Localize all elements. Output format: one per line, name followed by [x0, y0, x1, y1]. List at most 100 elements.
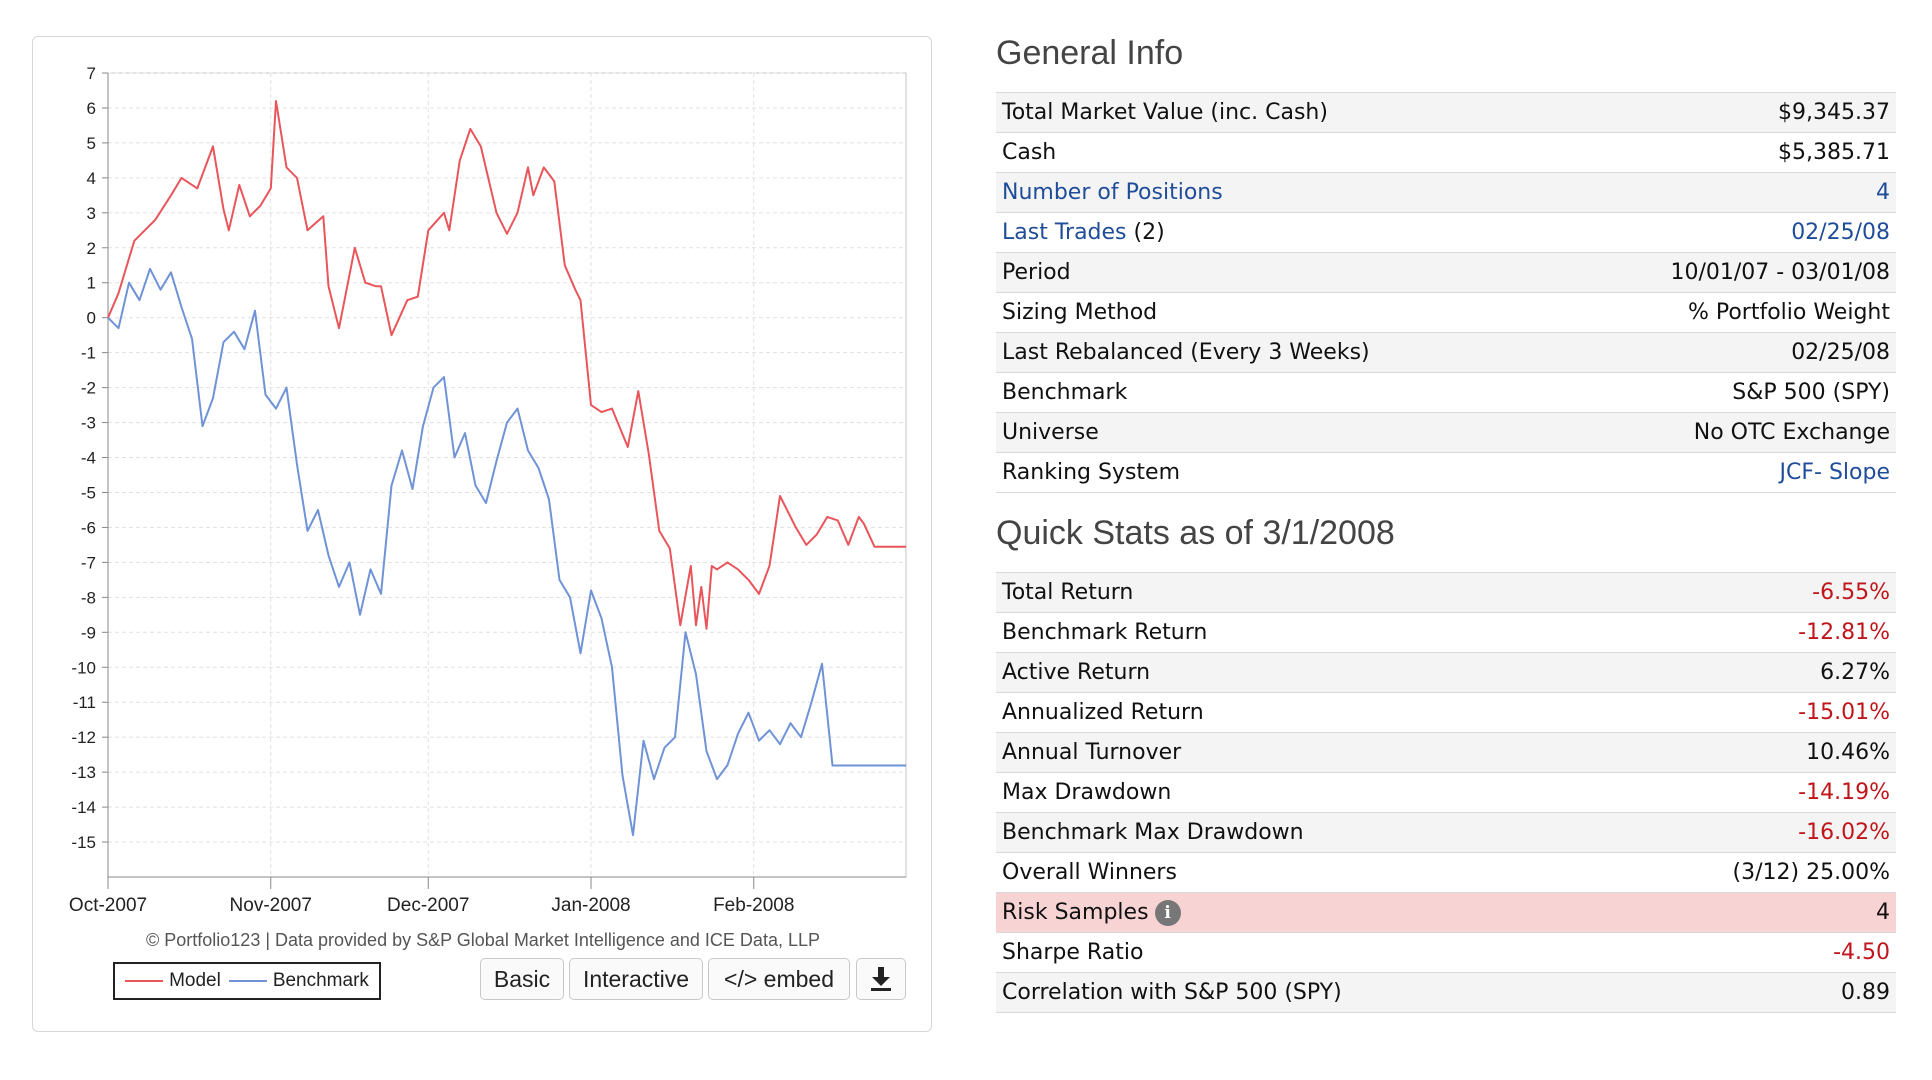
row-sizing-method: Sizing Method % Portfolio Weight	[996, 292, 1896, 333]
legend-item-model: Model	[125, 970, 221, 992]
label-risk-samples: Risk Samples	[1002, 899, 1149, 925]
value-benchmark-return: -12.81%	[1603, 612, 1896, 653]
label-benchmark-max-drawdown: Benchmark Max Drawdown	[996, 812, 1604, 853]
label-benchmark-return: Benchmark Return	[996, 612, 1604, 653]
risk-samples-cell: Risk Samples i	[996, 892, 1604, 933]
y-tick-label: -15	[71, 833, 96, 852]
y-tick-label: 6	[87, 99, 96, 118]
y-tick-label: -5	[81, 483, 96, 502]
value-max-drawdown: -14.19%	[1603, 772, 1896, 813]
number-of-positions-value-link[interactable]: 4	[1555, 172, 1896, 213]
general-info-table: Total Market Value (inc. Cash) $9,345.37…	[996, 92, 1896, 493]
legend-item-benchmark: Benchmark	[228, 970, 369, 992]
y-tick-label: -9	[81, 623, 96, 642]
row-sharpe-ratio: Sharpe Ratio -4.50	[996, 932, 1896, 973]
row-benchmark: Benchmark S&P 500 (SPY)	[996, 372, 1896, 413]
info-panel: General Info Total Market Value (inc. Ca…	[996, 0, 1896, 1080]
y-tick-label: -7	[81, 553, 96, 572]
y-tick-label: 7	[87, 64, 96, 83]
ranking-system-link[interactable]: JCF- Slope	[1555, 452, 1896, 493]
number-of-positions-link[interactable]: Number of Positions	[996, 172, 1556, 213]
value-active-return: 6.27%	[1603, 652, 1896, 693]
row-annualized-return: Annualized Return -15.01%	[996, 692, 1896, 733]
y-tick-label: -10	[71, 658, 96, 677]
value-risk-samples: 4	[1603, 892, 1896, 933]
quick-stats-table: Total Return -6.55% Benchmark Return -12…	[996, 572, 1896, 1013]
row-period: Period 10/01/07 - 03/01/08	[996, 252, 1896, 293]
value-universe: No OTC Exchange	[1555, 412, 1896, 453]
y-tick-label: 4	[87, 169, 96, 188]
row-last-rebalanced: Last Rebalanced (Every 3 Weeks) 02/25/08	[996, 332, 1896, 373]
x-tick-label: Dec-2007	[387, 895, 469, 916]
label-sizing-method: Sizing Method	[996, 292, 1556, 333]
performance-chart-panel: 7 6 5 4 3 2 1 0 -1 -2 -3 -4 -5 -6 -7 -8 -9 -10 -11 -12 -13 -1…	[32, 36, 932, 1032]
row-max-drawdown: Max Drawdown -14.19%	[996, 772, 1896, 813]
y-tick-label: -14	[71, 798, 96, 817]
x-tick-label: Nov-2007	[230, 895, 312, 916]
row-risk-samples: Risk Samples i 4	[996, 892, 1896, 933]
label-universe: Universe	[996, 412, 1556, 453]
row-ranking-system: Ranking System JCF- Slope	[996, 452, 1896, 493]
row-benchmark-return: Benchmark Return -12.81%	[996, 612, 1896, 653]
x-tick-label: Oct-2007	[69, 895, 147, 916]
download-icon	[871, 967, 891, 991]
general-info-title: General Info	[996, 34, 1184, 72]
info-icon[interactable]: i	[1154, 899, 1181, 926]
y-tick-label: -8	[81, 588, 96, 607]
value-benchmark-max-drawdown: -16.02%	[1603, 812, 1896, 853]
value-annual-turnover: 10.46%	[1603, 732, 1896, 773]
chart-copyright: © Portfolio123 | Data provided by S&P Gl…	[146, 930, 820, 950]
label-annual-turnover: Annual Turnover	[996, 732, 1604, 773]
label-benchmark: Benchmark	[996, 372, 1556, 413]
y-tick-label: -1	[81, 344, 96, 363]
last-trades-link[interactable]: Last Trades	[1002, 220, 1127, 245]
y-tick-label: 1	[87, 274, 96, 293]
basic-button[interactable]: Basic	[480, 958, 564, 1000]
embed-button[interactable]: </> embed	[708, 958, 850, 1000]
quick-stats-title: Quick Stats as of 3/1/2008	[996, 514, 1395, 552]
y-tick-label: -11	[73, 693, 96, 712]
value-overall-winners: (3/12) 25.00%	[1603, 852, 1896, 893]
chart-legend: Model Benchmark	[113, 962, 381, 1000]
value-last-rebalanced: 02/25/08	[1555, 332, 1896, 373]
row-annual-turnover: Annual Turnover 10.46%	[996, 732, 1896, 773]
row-active-return: Active Return 6.27%	[996, 652, 1896, 693]
row-universe: Universe No OTC Exchange	[996, 412, 1896, 453]
y-tick-label: -6	[81, 518, 96, 537]
performance-chart: 7 6 5 4 3 2 1 0 -1 -2 -3 -4 -5 -6 -7 -8 -9 -10 -11 -12 -13 -1…	[69, 64, 907, 916]
row-correlation: Correlation with S&P 500 (SPY) 0.89	[996, 972, 1896, 1013]
row-total-market-value: Total Market Value (inc. Cash) $9,345.37	[996, 92, 1896, 133]
label-cash: Cash	[996, 132, 1556, 173]
last-trades-count: (2)	[1133, 220, 1165, 245]
value-sharpe-ratio: -4.50	[1603, 932, 1896, 973]
label-period: Period	[996, 252, 1556, 293]
y-tick-label: -3	[81, 414, 96, 433]
legend-swatch-benchmark	[228, 980, 267, 982]
value-total-market-value: $9,345.37	[1555, 92, 1896, 133]
legend-swatch-model	[125, 980, 164, 982]
download-button[interactable]	[856, 958, 906, 1000]
label-total-market-value: Total Market Value (inc. Cash)	[996, 92, 1556, 133]
y-tick-label: -4	[81, 449, 96, 468]
label-overall-winners: Overall Winners	[996, 852, 1604, 893]
y-tick-label: -2	[81, 379, 96, 398]
series-line-model	[107, 100, 906, 630]
series-line-benchmark	[107, 267, 906, 837]
y-tick-label: 0	[87, 309, 96, 328]
label-correlation: Correlation with S&P 500 (SPY)	[996, 972, 1604, 1013]
y-tick-label: 2	[87, 239, 96, 258]
label-total-return: Total Return	[996, 572, 1604, 613]
last-trades-date-link[interactable]: 02/25/08	[1555, 212, 1896, 253]
value-benchmark: S&P 500 (SPY)	[1555, 372, 1896, 413]
y-tick-label: 5	[87, 134, 96, 153]
row-last-trades: Last Trades (2) 02/25/08	[996, 212, 1896, 253]
value-annualized-return: -15.01%	[1603, 692, 1896, 733]
row-overall-winners: Overall Winners (3/12) 25.00%	[996, 852, 1896, 893]
row-total-return: Total Return -6.55%	[996, 572, 1896, 613]
label-sharpe-ratio: Sharpe Ratio	[996, 932, 1604, 973]
interactive-button[interactable]: Interactive	[569, 958, 703, 1000]
value-correlation: 0.89	[1603, 972, 1896, 1013]
label-annualized-return: Annualized Return	[996, 692, 1604, 733]
row-benchmark-max-drawdown: Benchmark Max Drawdown -16.02%	[996, 812, 1896, 853]
value-sizing-method: % Portfolio Weight	[1555, 292, 1896, 333]
